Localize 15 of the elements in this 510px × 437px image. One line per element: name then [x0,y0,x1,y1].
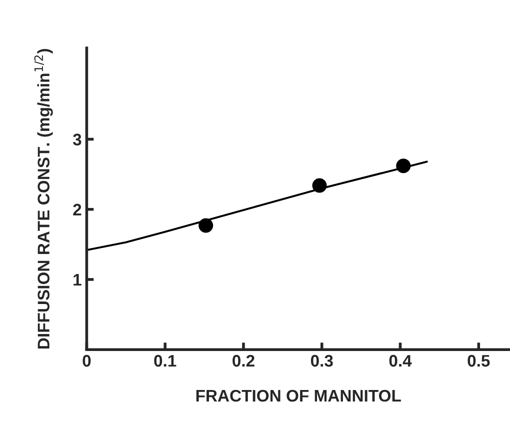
x-tick-label: 0 [82,354,91,367]
y-tick-label: 2 [73,204,82,216]
line-series [86,160,428,251]
y-tick-label: 1 [74,274,82,286]
y-tick-label: 3 [72,134,82,146]
x-tick-label: 0.3 [310,354,333,367]
x-tick-label: 0.5 [468,354,490,367]
y-axis-title: DIFFUSION RATE CONST. (mg/min$^{1/2}$) [34,49,53,348]
x-tick-label: 0.1 [154,354,176,367]
point [198,218,214,233]
point [312,178,327,193]
x-axis-title: FRACTION OF MANNITOL [196,390,401,402]
point [396,158,411,174]
x-tick-label: 0.2 [232,354,254,367]
x-tick-label: 0.4 [389,354,412,367]
